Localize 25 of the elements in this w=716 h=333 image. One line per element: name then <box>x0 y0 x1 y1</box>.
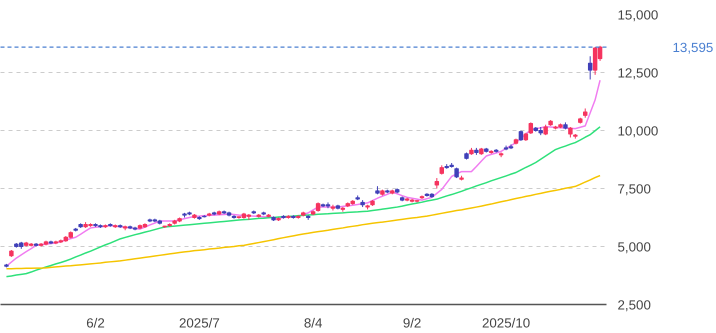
candlestick <box>543 124 548 136</box>
y-tick-label: 10,000 <box>618 124 658 138</box>
ref-line-label: 13,595 <box>672 40 714 56</box>
candlestick <box>434 178 440 189</box>
candlestick <box>518 130 524 142</box>
x-tick-label: 6/2 <box>86 316 105 330</box>
x-tick-label: 2025/7 <box>178 316 220 330</box>
x-tick-label: 8/4 <box>304 316 323 330</box>
line-series <box>6 174 601 270</box>
candlestick <box>454 167 459 179</box>
candlestick <box>568 126 573 138</box>
y-tick-label: 12,500 <box>618 66 658 80</box>
x-tick-label: 2025/10 <box>482 316 530 330</box>
candlestick <box>316 202 320 212</box>
x-tick-label: 9/2 <box>402 316 422 330</box>
y-tick-label: 15,000 <box>618 8 658 22</box>
line-series <box>6 126 601 278</box>
y-tick-label: 7,500 <box>618 182 651 196</box>
line-series <box>6 79 601 267</box>
candlestick <box>440 164 444 176</box>
candlestick <box>528 122 534 134</box>
candlestick <box>582 108 588 118</box>
y-tick-label: 2,500 <box>618 298 651 312</box>
y-tick-label: 5,000 <box>618 240 651 254</box>
candlestick <box>588 56 592 80</box>
